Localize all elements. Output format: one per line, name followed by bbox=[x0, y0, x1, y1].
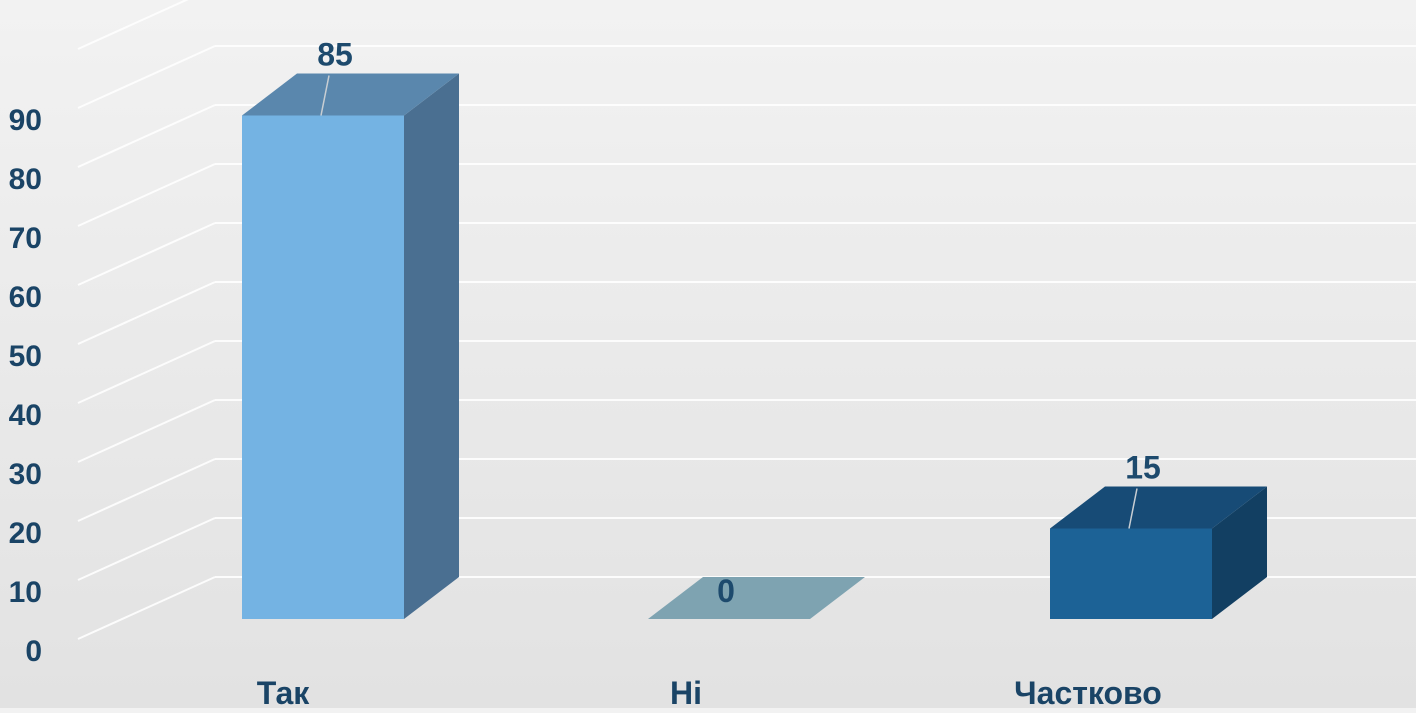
x-tick-label: Частково bbox=[1014, 675, 1162, 708]
y-tick-label: 10 bbox=[9, 576, 42, 609]
gridline-depth bbox=[78, 223, 215, 285]
gridline-depth bbox=[78, 105, 215, 167]
y-tick-label: 90 bbox=[9, 104, 42, 137]
gridline-depth bbox=[78, 164, 215, 226]
y-tick-label: 0 bbox=[25, 635, 42, 668]
bar-2 bbox=[1050, 529, 1212, 620]
y-tick-label: 70 bbox=[9, 222, 42, 255]
gridline-depth bbox=[78, 518, 215, 580]
gridline-depth bbox=[78, 577, 215, 639]
y-tick-label: 40 bbox=[9, 399, 42, 432]
y-tick-label: 60 bbox=[9, 281, 42, 314]
data-label: 0 bbox=[717, 573, 735, 609]
x-tick-label: Так bbox=[257, 675, 311, 708]
y-tick-label: 20 bbox=[9, 517, 42, 550]
data-label: 15 bbox=[1125, 450, 1161, 486]
gridline-depth bbox=[78, 459, 215, 521]
gridline-depth bbox=[78, 400, 215, 462]
y-tick-label: 50 bbox=[9, 340, 42, 373]
bar-1 bbox=[648, 577, 865, 619]
y-tick-label: 80 bbox=[9, 163, 42, 196]
gridline-depth bbox=[78, 341, 215, 403]
gridline-depth bbox=[78, 0, 215, 49]
data-label: 85 bbox=[317, 37, 353, 73]
gridline-depth bbox=[78, 46, 215, 108]
y-tick-label: 30 bbox=[9, 458, 42, 491]
bar-0 bbox=[242, 116, 404, 620]
x-tick-label: Ні bbox=[670, 675, 702, 708]
bar-side-0 bbox=[404, 74, 459, 620]
gridline-depth bbox=[78, 282, 215, 344]
